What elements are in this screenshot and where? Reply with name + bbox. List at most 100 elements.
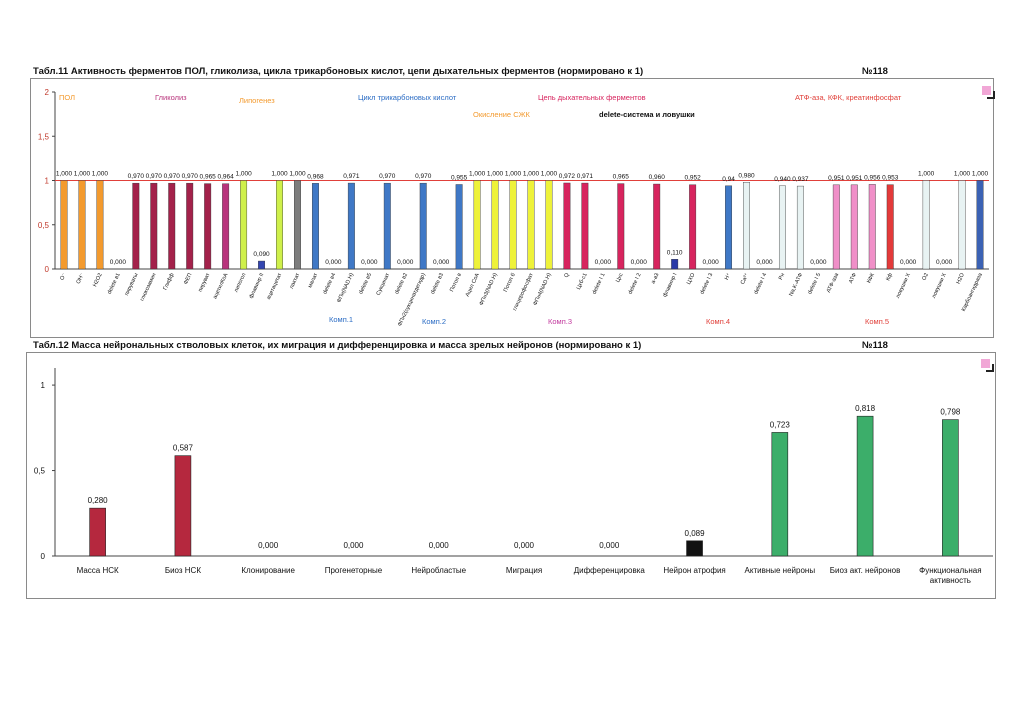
x-tick-label: O⁻	[59, 272, 68, 281]
data-label: 0,970	[146, 173, 163, 180]
data-label: 0,953	[882, 175, 899, 182]
data-label: 1,000	[954, 171, 971, 178]
data-label: 1,000	[972, 171, 989, 178]
complex-label: Комп.3	[548, 317, 572, 326]
bar	[832, 184, 840, 270]
x-tick-label: активность	[930, 576, 971, 585]
data-label: 0,000	[599, 541, 620, 550]
x-tick-label: Ацил CoA	[465, 272, 481, 298]
x-tick-label: a-a3	[650, 272, 660, 285]
y-tick-label: 0,5	[38, 221, 50, 230]
bar	[168, 182, 176, 270]
bar	[545, 180, 553, 270]
bar	[942, 419, 959, 557]
x-tick-label: ацетилКоА	[212, 272, 229, 300]
data-label: 0,000	[361, 259, 378, 266]
data-label: 0,000	[343, 541, 364, 550]
x-tick-label: ФПн(NAD.H)	[336, 272, 355, 304]
data-label: 1,000	[469, 171, 486, 178]
complex-label: Комп.5	[865, 317, 889, 326]
x-tick-label: delete I 1	[592, 272, 607, 295]
data-label: 1,000	[487, 171, 504, 178]
bar	[276, 180, 283, 270]
x-tick-label: Масса НСК	[77, 566, 119, 575]
chart2-panel: 0 0,5 1 0,280 Масса НСК 0,587 Биоз НСК 0,000 Кло…	[26, 352, 996, 599]
bar	[383, 182, 391, 270]
bar	[60, 180, 68, 270]
x-tick-label: Сукцинат	[376, 272, 392, 297]
bar	[856, 415, 874, 557]
data-label: 0,970	[164, 173, 181, 180]
data-label: 0,960	[649, 174, 666, 181]
bar	[132, 182, 140, 270]
bar	[581, 182, 589, 270]
x-tick-label: H2O	[956, 272, 967, 285]
bar	[186, 182, 194, 270]
bar	[796, 185, 804, 270]
x-tick-label: лактат	[289, 272, 302, 290]
data-label: 0,965	[200, 174, 217, 181]
data-label: 0,956	[864, 174, 881, 181]
bar	[311, 183, 319, 270]
bar	[527, 180, 535, 270]
x-tick-label: ловушки Х	[931, 272, 948, 299]
legend-marker-icon	[981, 359, 994, 372]
x-tick-label: delete в4	[322, 272, 337, 295]
bar	[976, 180, 984, 270]
x-tick-label: ФПн4(NAD.H)	[533, 272, 553, 306]
data-label: 0,280	[88, 496, 109, 505]
bar	[204, 183, 212, 270]
data-label: 0,951	[846, 175, 863, 182]
bar	[96, 180, 104, 270]
y-tick-label: 0	[45, 265, 50, 274]
x-tick-label: ФЕП	[183, 272, 193, 285]
data-label: 1,000	[271, 171, 288, 178]
y-tick-label: 1	[41, 381, 46, 390]
bar	[725, 185, 733, 270]
data-label: 0,972	[559, 173, 576, 180]
x-tick-label: Ca²⁺	[739, 272, 750, 286]
bar	[743, 182, 750, 270]
x-tick-label: Клонирование	[241, 566, 295, 575]
data-label: 0,798	[940, 408, 961, 417]
complex-label: Комп.4	[706, 317, 730, 326]
bar	[347, 182, 355, 270]
data-label: 0,970	[379, 173, 396, 180]
bar	[222, 183, 230, 270]
x-tick-label: O2	[921, 272, 930, 281]
x-tick-label: delete в1	[107, 272, 122, 295]
y-tick-label: 1,5	[38, 132, 50, 141]
x-tick-label: флавинр II	[248, 272, 265, 300]
bar	[455, 184, 463, 270]
y-tick-label: 1	[45, 177, 50, 186]
bar	[419, 182, 427, 270]
group-label: Цикл трикарбоновых кислот	[358, 93, 457, 102]
y-tick-label: 0	[41, 552, 46, 561]
data-label: 0,000	[110, 259, 127, 266]
x-tick-label: Pн	[778, 272, 786, 281]
x-tick-label: малат	[307, 272, 319, 289]
data-label: 0,971	[343, 173, 360, 180]
data-label: 1,000	[289, 171, 306, 178]
x-tick-label: delete I 3	[699, 272, 714, 295]
data-label: 0,000	[810, 259, 827, 266]
data-label: 0,090	[253, 251, 270, 258]
data-label: 0,587	[173, 444, 194, 453]
group-label: delete-система и ловушки	[599, 110, 695, 119]
data-label: 0,955	[451, 174, 468, 181]
chart1-svg: 0 0,5 1 1,5 2 1,000 O⁻ 1,000 OH⁻ 1,000 H2O2 0,000 de…	[38, 88, 989, 327]
x-tick-label: Прогенеторные	[325, 566, 383, 575]
data-label: 0,980	[738, 172, 755, 179]
x-tick-label: Кф	[885, 272, 894, 282]
data-label: 0,110	[667, 249, 683, 256]
data-label: 0,964	[217, 174, 234, 181]
x-tick-label: Na,K-АТФ	[788, 272, 804, 297]
x-tick-label: H2O2	[92, 272, 104, 288]
chart1-title: Табл.11 Активность ферментов ПОЛ, гликол…	[33, 66, 644, 77]
bar	[78, 180, 86, 270]
x-tick-label: Нейробластые	[411, 566, 466, 575]
data-label: 0,952	[684, 175, 701, 182]
data-label: 1,000	[918, 171, 935, 178]
bar	[689, 184, 697, 270]
x-tick-label: Нейрон атрофия	[663, 566, 725, 575]
